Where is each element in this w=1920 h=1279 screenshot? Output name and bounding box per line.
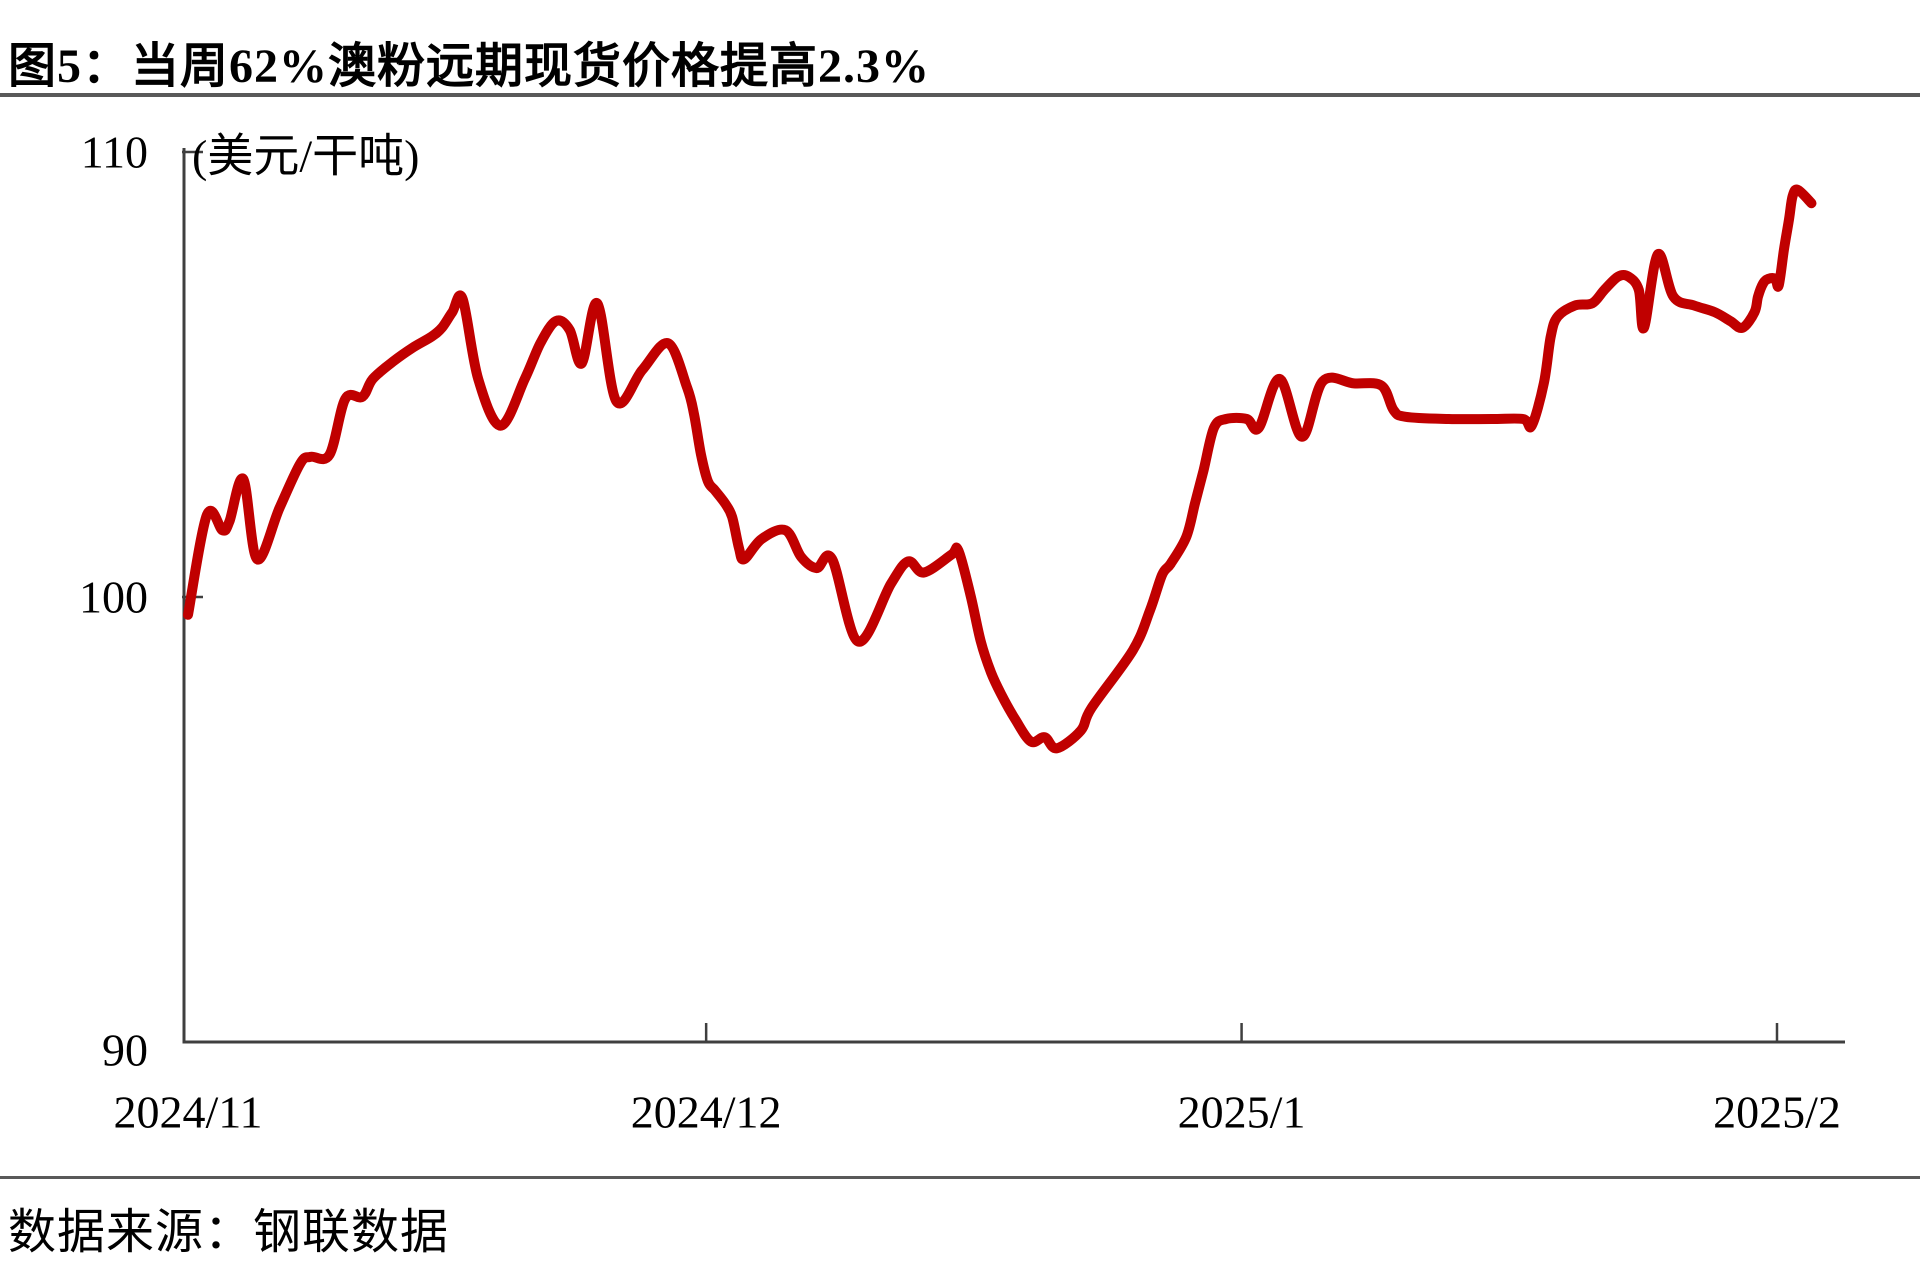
source-divider xyxy=(0,1176,1920,1179)
y-tick-label: 100 xyxy=(79,572,148,623)
x-tick-label: 2025/2 xyxy=(1713,1087,1841,1138)
title-divider xyxy=(0,93,1920,97)
data-source: 数据来源：钢联数据 xyxy=(8,1206,450,1259)
y-tick-label: 90 xyxy=(102,1025,148,1076)
x-tick-label: 2024/11 xyxy=(113,1087,262,1138)
x-tick-label: 2024/12 xyxy=(631,1087,782,1138)
figure-title: 图5：当周62%澳粉远期现货价格提高2.3% xyxy=(8,40,931,93)
price-line-chart: 110 100 90 2024/11 2024/12 2025/1 2025/2 (美元/干吨… xyxy=(79,127,1845,1138)
axis-frame xyxy=(182,148,1845,1044)
x-tick-label: 2025/1 xyxy=(1178,1087,1306,1138)
y-axis-unit-label: (美元/干吨) xyxy=(192,131,419,182)
y-tick-label: 110 xyxy=(81,127,148,178)
price-series-line xyxy=(183,184,1817,754)
